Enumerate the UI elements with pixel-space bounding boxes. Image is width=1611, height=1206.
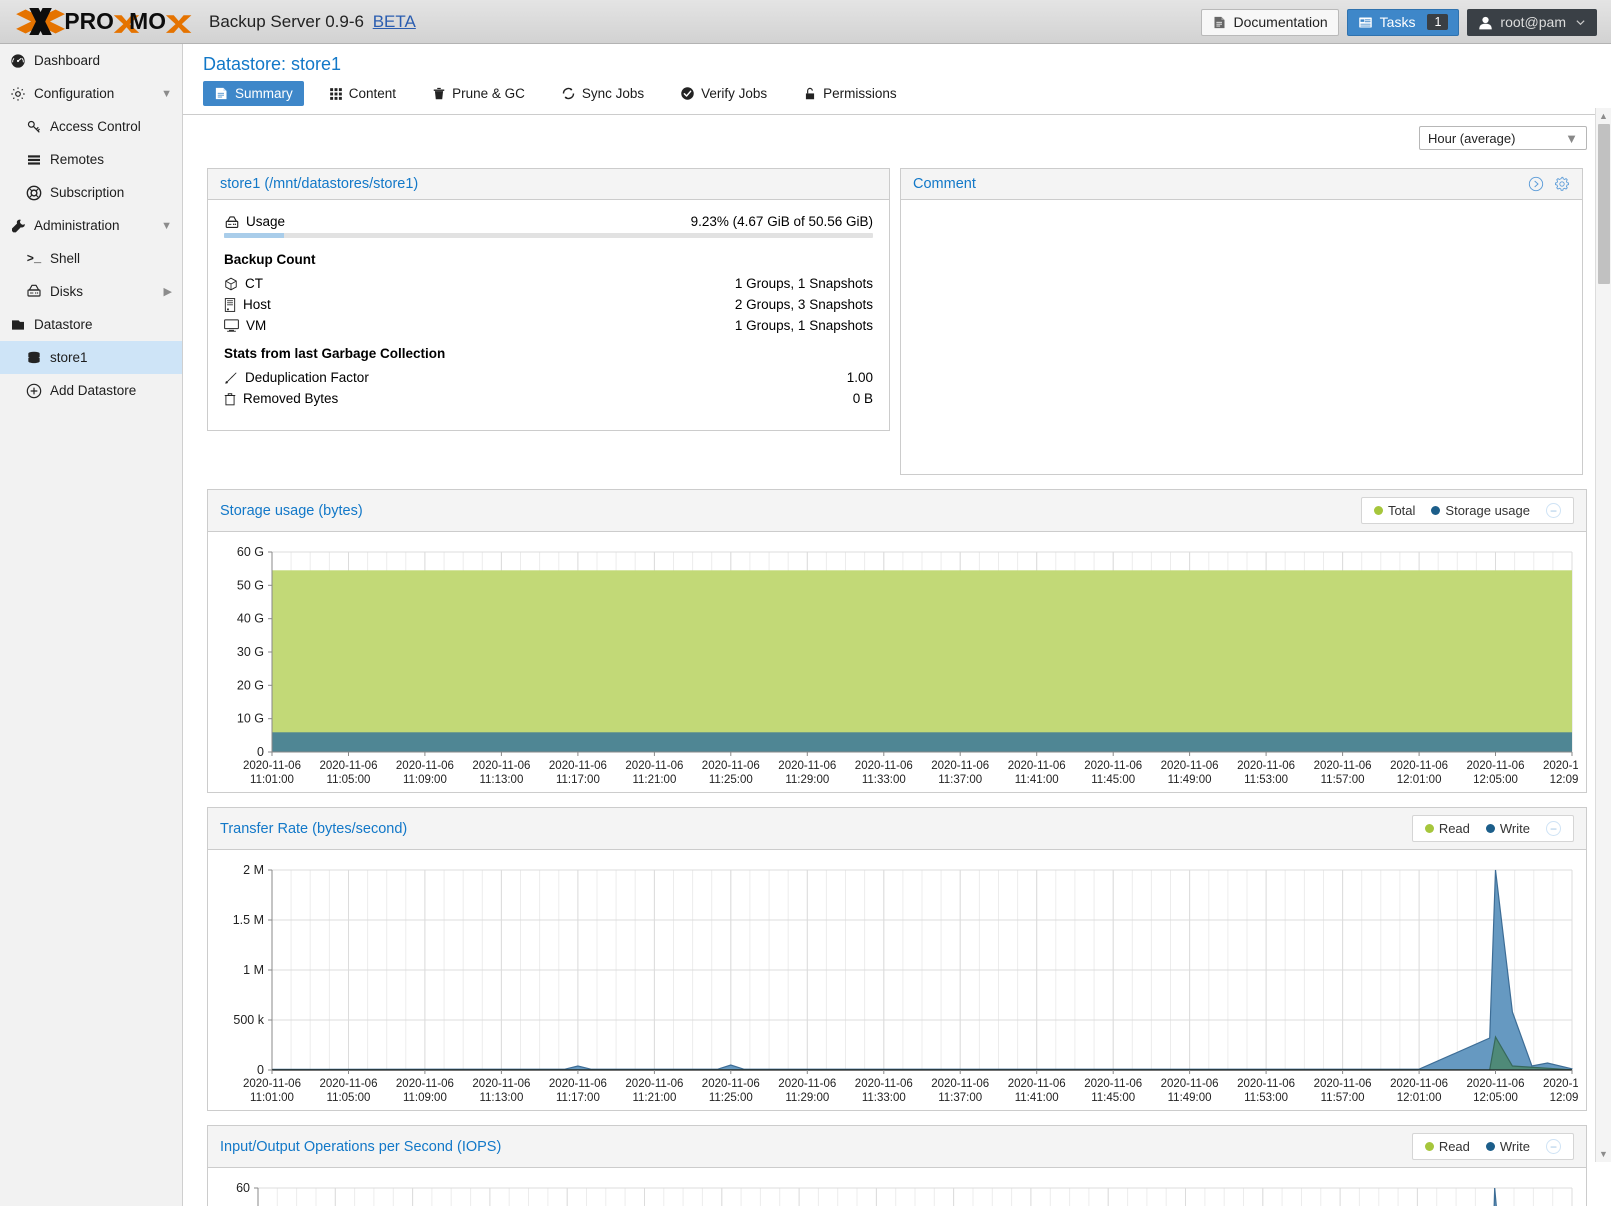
svg-text:2 M: 2 M xyxy=(243,863,264,877)
svg-text:2020-11-06: 2020-11-06 xyxy=(702,1078,760,1090)
svg-text:11:25:00: 11:25:00 xyxy=(709,1092,753,1104)
svg-text:11:01:00: 11:01:00 xyxy=(250,774,294,786)
svg-text:2020-11-06: 2020-11-06 xyxy=(1543,760,1578,772)
svg-text:11:29:00: 11:29:00 xyxy=(785,1092,829,1104)
svg-text:2020-11-06: 2020-11-06 xyxy=(1237,760,1295,772)
svg-text:11:05:00: 11:05:00 xyxy=(327,774,371,786)
svg-text:2020-11-06: 2020-11-06 xyxy=(1390,1078,1448,1090)
svg-text:0: 0 xyxy=(257,1063,264,1077)
svg-text:2020-11-06: 2020-11-06 xyxy=(320,760,378,772)
svg-text:2020-11-06: 2020-11-06 xyxy=(625,1078,683,1090)
svg-text:11:25:00: 11:25:00 xyxy=(709,774,753,786)
svg-text:11:01:00: 11:01:00 xyxy=(250,1092,294,1104)
svg-text:11:37:00: 11:37:00 xyxy=(938,1092,982,1104)
svg-text:11:17:00: 11:17:00 xyxy=(556,1092,600,1104)
svg-text:60: 60 xyxy=(236,1181,250,1195)
svg-text:11:53:00: 11:53:00 xyxy=(1244,1092,1288,1104)
svg-text:2020-11-06: 2020-11-06 xyxy=(1314,760,1372,772)
svg-text:2020-11-06: 2020-11-06 xyxy=(855,760,913,772)
svg-text:12:01:00: 12:01:00 xyxy=(1397,1092,1442,1104)
svg-text:2020-11-06: 2020-11-06 xyxy=(1008,760,1066,772)
svg-text:11:21:00: 11:21:00 xyxy=(632,1092,676,1104)
svg-text:2020-11-06: 2020-11-06 xyxy=(1008,1078,1066,1090)
svg-text:2020-11-06: 2020-11-06 xyxy=(778,760,836,772)
svg-text:11:37:00: 11:37:00 xyxy=(938,774,982,786)
svg-text:2020-11-06: 2020-11-06 xyxy=(1467,760,1525,772)
svg-text:PRO: PRO xyxy=(64,8,113,34)
svg-text:40 G: 40 G xyxy=(237,612,264,626)
svg-text:12:09:00: 12:09:00 xyxy=(1550,1092,1578,1104)
svg-text:12:01:00: 12:01:00 xyxy=(1397,774,1442,786)
svg-text:50 G: 50 G xyxy=(237,578,264,592)
svg-text:11:13:00: 11:13:00 xyxy=(479,774,523,786)
svg-text:30 G: 30 G xyxy=(237,645,264,659)
svg-text:2020-11-06: 2020-11-06 xyxy=(549,760,607,772)
svg-text:11:41:00: 11:41:00 xyxy=(1015,1092,1059,1104)
svg-text:2020-11-06: 2020-11-06 xyxy=(1084,760,1142,772)
svg-text:2020-11-06: 2020-11-06 xyxy=(931,760,989,772)
svg-text:11:09:00: 11:09:00 xyxy=(403,1092,447,1104)
svg-text:2020-11-06: 2020-11-06 xyxy=(472,1078,530,1090)
svg-text:12:05:00: 12:05:00 xyxy=(1473,774,1518,786)
svg-text:2020-11-06: 2020-11-06 xyxy=(1543,1078,1578,1090)
svg-text:11:57:00: 11:57:00 xyxy=(1321,774,1365,786)
svg-text:11:49:00: 11:49:00 xyxy=(1168,1092,1212,1104)
svg-text:2020-11-06: 2020-11-06 xyxy=(396,760,454,772)
svg-text:11:53:00: 11:53:00 xyxy=(1244,774,1288,786)
svg-text:2020-11-06: 2020-11-06 xyxy=(855,1078,913,1090)
svg-text:2020-11-06: 2020-11-06 xyxy=(1161,760,1219,772)
svg-text:11:05:00: 11:05:00 xyxy=(327,1092,371,1104)
svg-text:11:21:00: 11:21:00 xyxy=(632,774,676,786)
svg-text:2020-11-06: 2020-11-06 xyxy=(472,760,530,772)
svg-text:11:29:00: 11:29:00 xyxy=(785,774,829,786)
svg-text:11:09:00: 11:09:00 xyxy=(403,774,447,786)
svg-text:2020-11-06: 2020-11-06 xyxy=(1390,760,1448,772)
svg-text:1 M: 1 M xyxy=(243,963,264,977)
svg-text:0: 0 xyxy=(257,745,264,759)
svg-text:500 k: 500 k xyxy=(233,1013,264,1027)
svg-text:2020-11-06: 2020-11-06 xyxy=(1314,1078,1372,1090)
svg-text:2020-11-06: 2020-11-06 xyxy=(1467,1078,1525,1090)
svg-text:2020-11-06: 2020-11-06 xyxy=(702,760,760,772)
svg-text:2020-11-06: 2020-11-06 xyxy=(625,760,683,772)
svg-text:60 G: 60 G xyxy=(237,545,264,559)
svg-text:1.5 M: 1.5 M xyxy=(233,913,264,927)
svg-text:2020-11-06: 2020-11-06 xyxy=(243,1078,301,1090)
svg-text:2020-11-06: 2020-11-06 xyxy=(396,1078,454,1090)
svg-text:2020-11-06: 2020-11-06 xyxy=(320,1078,378,1090)
svg-text:11:33:00: 11:33:00 xyxy=(862,774,906,786)
svg-text:2020-11-06: 2020-11-06 xyxy=(1237,1078,1295,1090)
svg-text:11:45:00: 11:45:00 xyxy=(1091,774,1135,786)
svg-text:2020-11-06: 2020-11-06 xyxy=(243,760,301,772)
svg-text:11:41:00: 11:41:00 xyxy=(1015,774,1059,786)
svg-text:11:17:00: 11:17:00 xyxy=(556,774,600,786)
svg-text:20 G: 20 G xyxy=(237,678,264,692)
svg-text:11:49:00: 11:49:00 xyxy=(1168,774,1212,786)
svg-text:MO: MO xyxy=(129,8,166,34)
svg-text:2020-11-06: 2020-11-06 xyxy=(931,1078,989,1090)
svg-text:2020-11-06: 2020-11-06 xyxy=(549,1078,607,1090)
svg-text:12:09:00: 12:09:00 xyxy=(1550,774,1578,786)
svg-text:10 G: 10 G xyxy=(237,712,264,726)
svg-text:12:05:00: 12:05:00 xyxy=(1473,1092,1518,1104)
svg-text:2020-11-06: 2020-11-06 xyxy=(1161,1078,1219,1090)
svg-text:2020-11-06: 2020-11-06 xyxy=(1084,1078,1142,1090)
svg-text:11:13:00: 11:13:00 xyxy=(479,1092,523,1104)
svg-text:11:45:00: 11:45:00 xyxy=(1091,1092,1135,1104)
svg-text:2020-11-06: 2020-11-06 xyxy=(778,1078,836,1090)
svg-text:11:57:00: 11:57:00 xyxy=(1321,1092,1365,1104)
svg-text:11:33:00: 11:33:00 xyxy=(862,1092,906,1104)
